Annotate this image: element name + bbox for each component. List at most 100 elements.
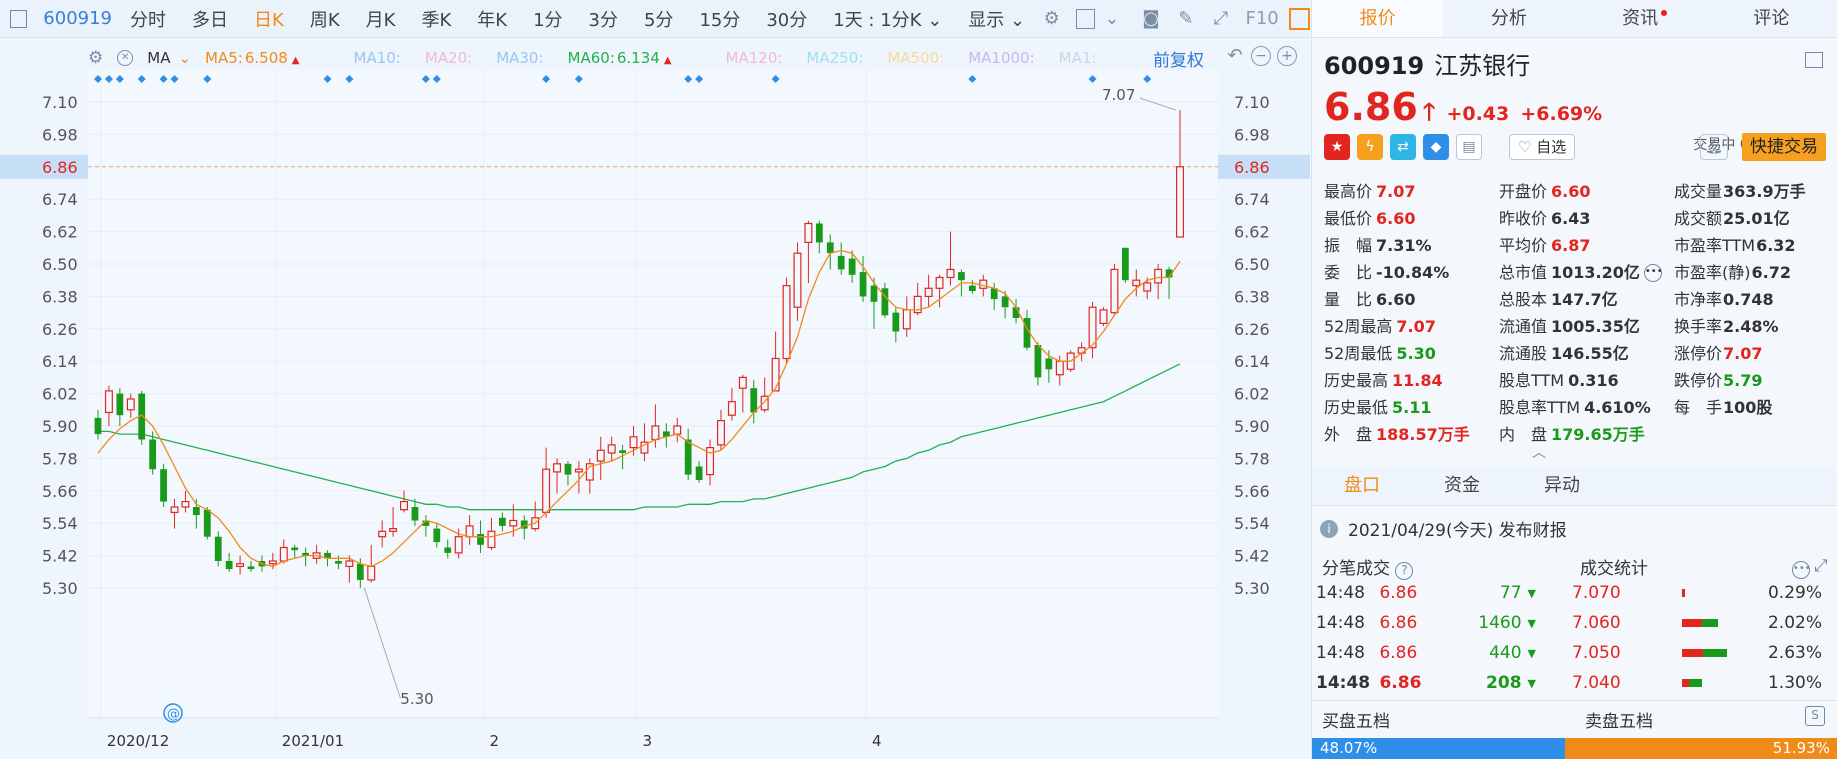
event-marker-icon[interactable] — [542, 75, 551, 83]
event-marker-icon[interactable] — [695, 75, 704, 83]
candle-body[interactable] — [629, 436, 638, 449]
candle-body[interactable] — [935, 276, 944, 289]
candle-body[interactable] — [389, 528, 398, 532]
candle-body[interactable] — [564, 463, 572, 475]
earnings-report-notice[interactable]: i 2021/04/29(今天) 发布财报 — [1320, 516, 1567, 541]
ma-item-8[interactable]: MA1000: — [968, 49, 1035, 67]
panel-tab-1[interactable]: 分析 — [1490, 8, 1527, 29]
subtab-0[interactable]: 盘口 — [1344, 475, 1380, 496]
zoom-out-icon[interactable]: − — [1251, 46, 1271, 66]
event-marker-icon[interactable] — [1088, 75, 1097, 83]
ma-item-4[interactable]: MA60: 6.134 ▲ — [567, 49, 672, 67]
candle-body[interactable] — [902, 309, 911, 330]
period-tab-6[interactable]: 年K — [477, 9, 508, 31]
candle-body[interactable] — [454, 536, 463, 554]
stock-code[interactable]: 600919 — [43, 8, 113, 29]
candle-body[interactable] — [203, 509, 211, 537]
candle-body[interactable] — [1045, 358, 1053, 370]
candle-body[interactable] — [651, 425, 660, 441]
candle-body[interactable] — [149, 439, 157, 470]
candle-body[interactable] — [596, 449, 605, 462]
candle-body[interactable] — [1077, 347, 1086, 354]
event-marker-icon[interactable] — [203, 75, 212, 83]
candle-body[interactable] — [1154, 268, 1163, 284]
candle-body[interactable] — [859, 272, 867, 297]
event-marker-icon[interactable] — [159, 75, 168, 83]
ma-settings-gear-icon[interactable]: ⚙ — [88, 48, 104, 68]
display-menu[interactable]: 显示 ⌄ — [968, 9, 1026, 31]
candle-body[interactable] — [1012, 307, 1020, 318]
ma-dropdown-icon[interactable]: ⌄ — [178, 49, 192, 67]
kline-chart[interactable]: 7.10 7.10 6.98 6.98 6.86 6.86 6.74 6.74 6.62 6.62… — [0, 38, 1310, 759]
candle-body[interactable] — [465, 525, 474, 538]
period-tab-5[interactable]: 季K — [421, 9, 452, 31]
candle-body[interactable] — [1165, 269, 1173, 278]
panel-tab-2[interactable]: 资讯 — [1575, 0, 1706, 37]
period-tab-0[interactable]: 分时 — [130, 9, 167, 31]
candle-body[interactable] — [804, 222, 813, 243]
event-marker-icon[interactable] — [323, 75, 332, 83]
chevron-up-icon[interactable]: ︿ — [1532, 445, 1546, 461]
buy-five-label[interactable]: 买盘五档 — [1322, 712, 1390, 732]
fuquan-toggle[interactable]: 前复权 — [1153, 51, 1204, 71]
fullscreen-icon[interactable]: ⤢ — [1213, 8, 1229, 29]
deal-expand-icon[interactable]: ⤢ — [1814, 556, 1828, 576]
camera-icon[interactable]: ◙ — [1142, 8, 1160, 29]
more-icon[interactable]: ••• — [1643, 264, 1663, 282]
candle-body[interactable] — [279, 546, 288, 562]
chevron-down-icon[interactable]: ⌄ — [1104, 8, 1120, 29]
candle-body[interactable] — [793, 252, 802, 308]
candle-body[interactable] — [979, 279, 988, 289]
candle-body[interactable] — [619, 450, 626, 453]
ma-item-3[interactable]: MA30: — [496, 49, 544, 67]
alert-bell-icon[interactable]: 🔔︎ — [1700, 134, 1728, 160]
event-marker-icon[interactable] — [968, 75, 977, 83]
subtab-2[interactable]: 异动 — [1544, 475, 1580, 496]
period-tab-8[interactable]: 3分 — [588, 9, 618, 31]
candle-body[interactable] — [268, 560, 277, 565]
ma-item-2[interactable]: MA20: — [424, 49, 473, 67]
deal-more-icon[interactable]: ••• — [1792, 556, 1811, 579]
candle-body[interactable] — [126, 398, 135, 411]
candle-body[interactable] — [367, 565, 376, 581]
event-marker-icon[interactable] — [432, 75, 441, 83]
candle-body[interactable] — [662, 431, 670, 437]
candle-body[interactable] — [574, 468, 583, 473]
candle-body[interactable] — [826, 242, 834, 254]
period-tab-7[interactable]: 1分 — [533, 9, 563, 31]
event-marker-icon[interactable] — [771, 75, 780, 83]
s-switch-icon[interactable]: S — [1805, 706, 1825, 726]
kline-svg[interactable]: 7.10 7.10 6.98 6.98 6.86 6.86 6.74 6.74 6.62 6.62… — [0, 38, 1310, 759]
period-tab-11[interactable]: 30分 — [766, 9, 808, 31]
candle-body[interactable] — [444, 547, 452, 553]
quick-trade-button[interactable]: 快捷交易 — [1742, 133, 1826, 161]
candle-body[interactable] — [291, 547, 299, 551]
candle-body[interactable] — [946, 268, 955, 279]
candle-body[interactable] — [498, 517, 506, 526]
add-watchlist-button[interactable]: ♡ 自选 — [1509, 134, 1576, 160]
candle-body[interactable] — [1088, 306, 1097, 349]
panel-menu-icon[interactable] — [1805, 52, 1823, 68]
ma-item-6[interactable]: MA250: — [806, 49, 864, 67]
candle-body[interactable] — [958, 272, 965, 281]
candle-body[interactable] — [116, 393, 124, 416]
candle-body[interactable] — [94, 417, 102, 435]
candle-body[interactable] — [104, 390, 113, 414]
candle-body[interactable] — [1110, 268, 1119, 314]
side-panel-toggle-icon[interactable] — [1288, 7, 1310, 30]
candle-body[interactable] — [1023, 318, 1031, 348]
pencil-icon[interactable]: ✎ — [1178, 8, 1194, 29]
candle-body[interactable] — [356, 563, 364, 580]
event-marker-icon[interactable] — [137, 75, 146, 83]
zoom-in-icon[interactable]: + — [1277, 46, 1297, 66]
candle-body[interactable] — [706, 447, 715, 476]
candle-body[interactable] — [673, 425, 682, 435]
candle-body[interactable] — [345, 560, 354, 568]
candle-body[interactable] — [422, 520, 430, 526]
period-tab-3[interactable]: 周K — [309, 9, 340, 31]
shuffle-icon[interactable]: ⇄ — [1390, 134, 1416, 160]
candle-body[interactable] — [727, 401, 736, 416]
interval-select[interactable]: 1天 : 1分K ⌄ — [833, 9, 943, 31]
ma-label[interactable]: MA — [147, 49, 171, 67]
candle-body[interactable] — [771, 357, 780, 392]
